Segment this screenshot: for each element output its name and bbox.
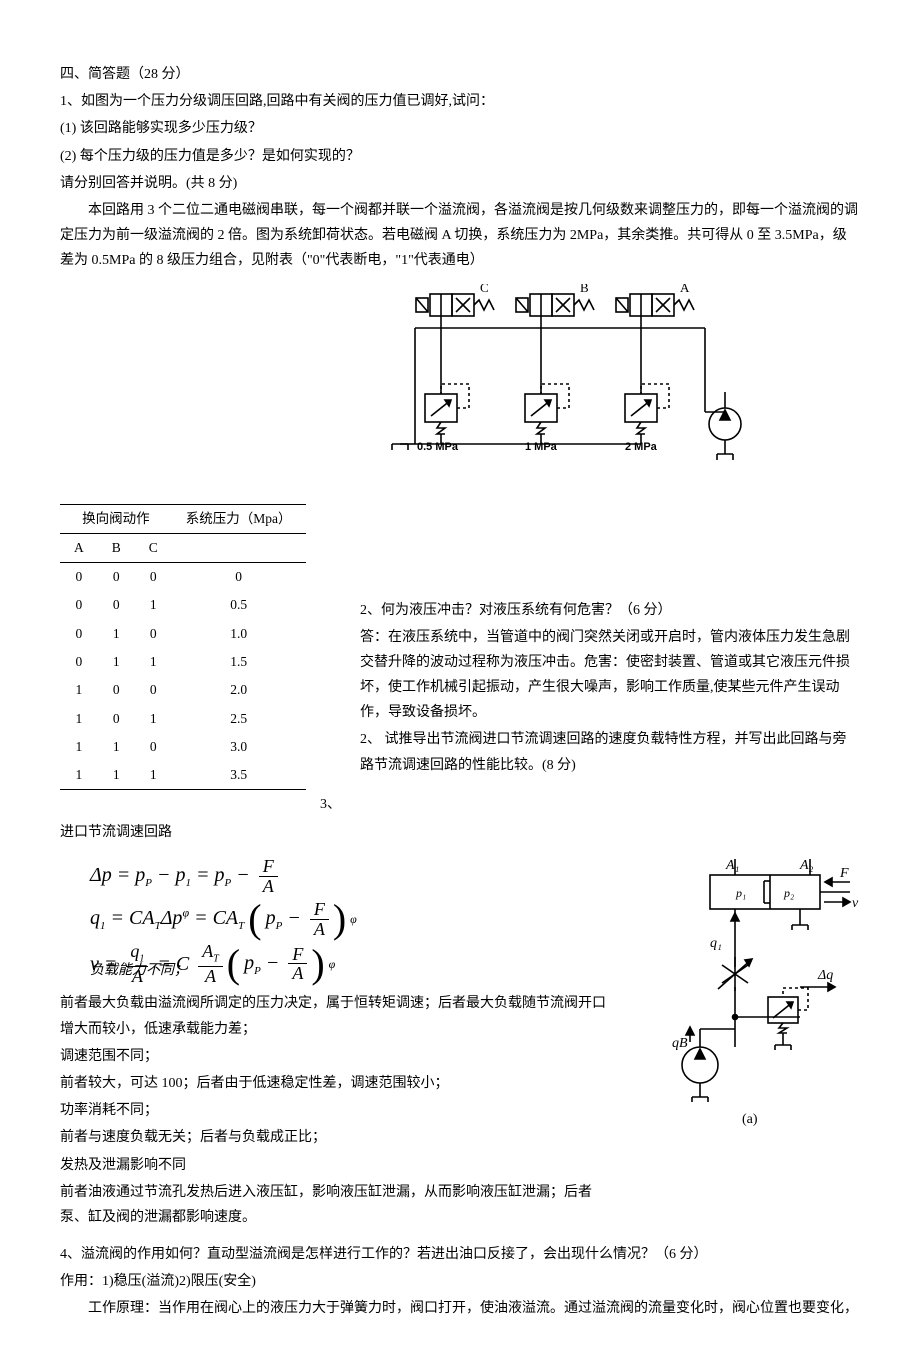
q1-sub2: (2) 每个压力级的压力值是多少？是如何实现的？ [60,144,860,169]
cell-pressure: 2.5 [172,705,306,733]
q4-prompt: 4、溢流阀的作用如何？直动型溢流阀是怎样进行工作的？若进出油口反接了，会出现什么… [60,1242,860,1267]
q2-answer: 答：在液压系统中，当管道中的阀门突然关闭或开启时，管内液体压力发生急剧交替升降的… [360,625,860,726]
q1-sub1: (1) 该回路能够实现多少压力级？ [60,116,860,141]
cell-pressure: 1.5 [172,648,306,676]
q4-ans1: 作用：1)稳压(溢流)2)限压(安全) [60,1269,860,1294]
svg-text:0.5 MPa: 0.5 MPa [417,441,459,453]
cell-valve: 1 [135,648,172,676]
cell-pressure: 3.5 [172,761,306,790]
cell-valve: 1 [98,761,135,790]
svg-text:A₂: A₂ [799,858,814,873]
section-title: 四、简答题（28 分） [60,62,860,87]
svg-text:(a): (a) [742,1112,758,1127]
table-head-group: 换向阀动作 [60,504,172,533]
cell-pressure: 3.0 [172,733,306,761]
q1-circuit-diagram: C B [380,284,760,494]
q3-prompt: 2、 试推导出节流阀进口节流调速回路的速度负载特性方程，并写出此回路与旁路节流调… [360,727,860,777]
cell-valve: 1 [135,591,172,619]
table-head-pressure: 系统压力（Mpa） [172,504,306,533]
cell-valve: 0 [60,648,98,676]
cell-valve: 0 [135,620,172,648]
cell-pressure: 2.0 [172,676,306,704]
table-row: 0101.0 [60,620,306,648]
cell-valve: 0 [98,591,135,619]
cell-valve: 1 [98,733,135,761]
cell-valve: 1 [98,648,135,676]
svg-text:Δq: Δq [817,968,833,983]
q3-cmp-line: 前者与速度负载无关；后者与负载成正比； [60,1125,612,1150]
cell-valve: 0 [135,563,172,592]
cell-valve: 0 [60,620,98,648]
q4-ans2: 工作原理：当作用在阀心上的液压力大于弹簧力时，阀口打开，使油液溢流。通过溢流阀的… [60,1296,860,1321]
q3-diagram: F v A₁ A₂ p₁ p₂ q₁ [640,847,860,1127]
q3-cmp-line: 前者油液通过节流孔发热后进入液压缸，影响液压缸泄漏，从而影响液压缸泄漏；后者泵、… [60,1180,612,1230]
q3-cmp-line: 前者较大，可达 100；后者由于低速稳定性差，调速范围较小； [60,1071,612,1096]
table-row: 0111.5 [60,648,306,676]
q3-lead: 3、 [320,792,860,817]
q1-prompt: 1、如图为一个压力分级调压回路,回路中有关阀的压力值已调好,试问： [60,89,860,114]
q2-prompt: 2、何为液压冲击？对液压系统有何危害？（6 分） [360,598,860,623]
svg-text:A₁: A₁ [725,858,739,873]
q3-cmp-line: 功率消耗不同； [60,1098,612,1123]
svg-text:C: C [480,284,489,295]
svg-text:F: F [839,866,849,881]
col-A: A [60,533,98,562]
cell-valve: 1 [135,705,172,733]
cell-valve: 0 [98,676,135,704]
cell-valve: 0 [135,676,172,704]
pressure-table: 换向阀动作 系统压力（Mpa） A B C 00000010.50101.001… [60,504,306,791]
col-C: C [135,533,172,562]
table-row: 0010.5 [60,591,306,619]
cell-valve: 1 [60,705,98,733]
svg-text:q₁: q₁ [710,936,722,951]
q3-title: 进口节流调速回路 [60,820,860,845]
cell-valve: 1 [60,733,98,761]
col-B: B [98,533,135,562]
svg-text:p₁: p₁ [735,886,746,900]
table-row: 1103.0 [60,733,306,761]
q1-answer: 本回路用 3 个二位二通电磁阀串联，每一个阀都并联一个溢流阀，各溢流阀是按几何级… [60,198,860,274]
q3-overlap-label: 负载能力不同； [90,960,188,981]
cell-valve: 0 [98,705,135,733]
svg-text:A: A [680,284,690,295]
svg-text:B: B [580,284,589,295]
q3-cmp-line: 调速范围不同； [60,1044,612,1069]
q3-cmp-line: 前者最大负载由溢流阀所调定的压力决定，属于恒转矩调速；后者最大负载随节流阀开口增… [60,991,612,1041]
cell-valve: 1 [60,761,98,790]
svg-text:qB: qB [672,1036,688,1051]
svg-text:p₂: p₂ [783,886,794,900]
table-row: 1113.5 [60,761,306,790]
cell-valve: 1 [135,761,172,790]
cell-valve: 1 [98,620,135,648]
cell-valve: 0 [98,563,135,592]
cell-pressure: 1.0 [172,620,306,648]
q3-equations: Δp = pP − p1 = pP − FA q1 = CATΔpφ = CAT… [90,857,612,986]
cell-valve: 1 [60,676,98,704]
q3-cmp-line: 发热及泄漏影响不同 [60,1153,612,1178]
table-row: 1002.0 [60,676,306,704]
cell-valve: 0 [60,591,98,619]
cell-pressure: 0 [172,563,306,592]
svg-text:v: v [852,896,859,911]
cell-pressure: 0.5 [172,591,306,619]
cell-valve: 0 [135,733,172,761]
q1-note: 请分别回答并说明。(共 8 分) [60,171,860,196]
table-row: 0000 [60,563,306,592]
cell-valve: 0 [60,563,98,592]
table-row: 1012.5 [60,705,306,733]
